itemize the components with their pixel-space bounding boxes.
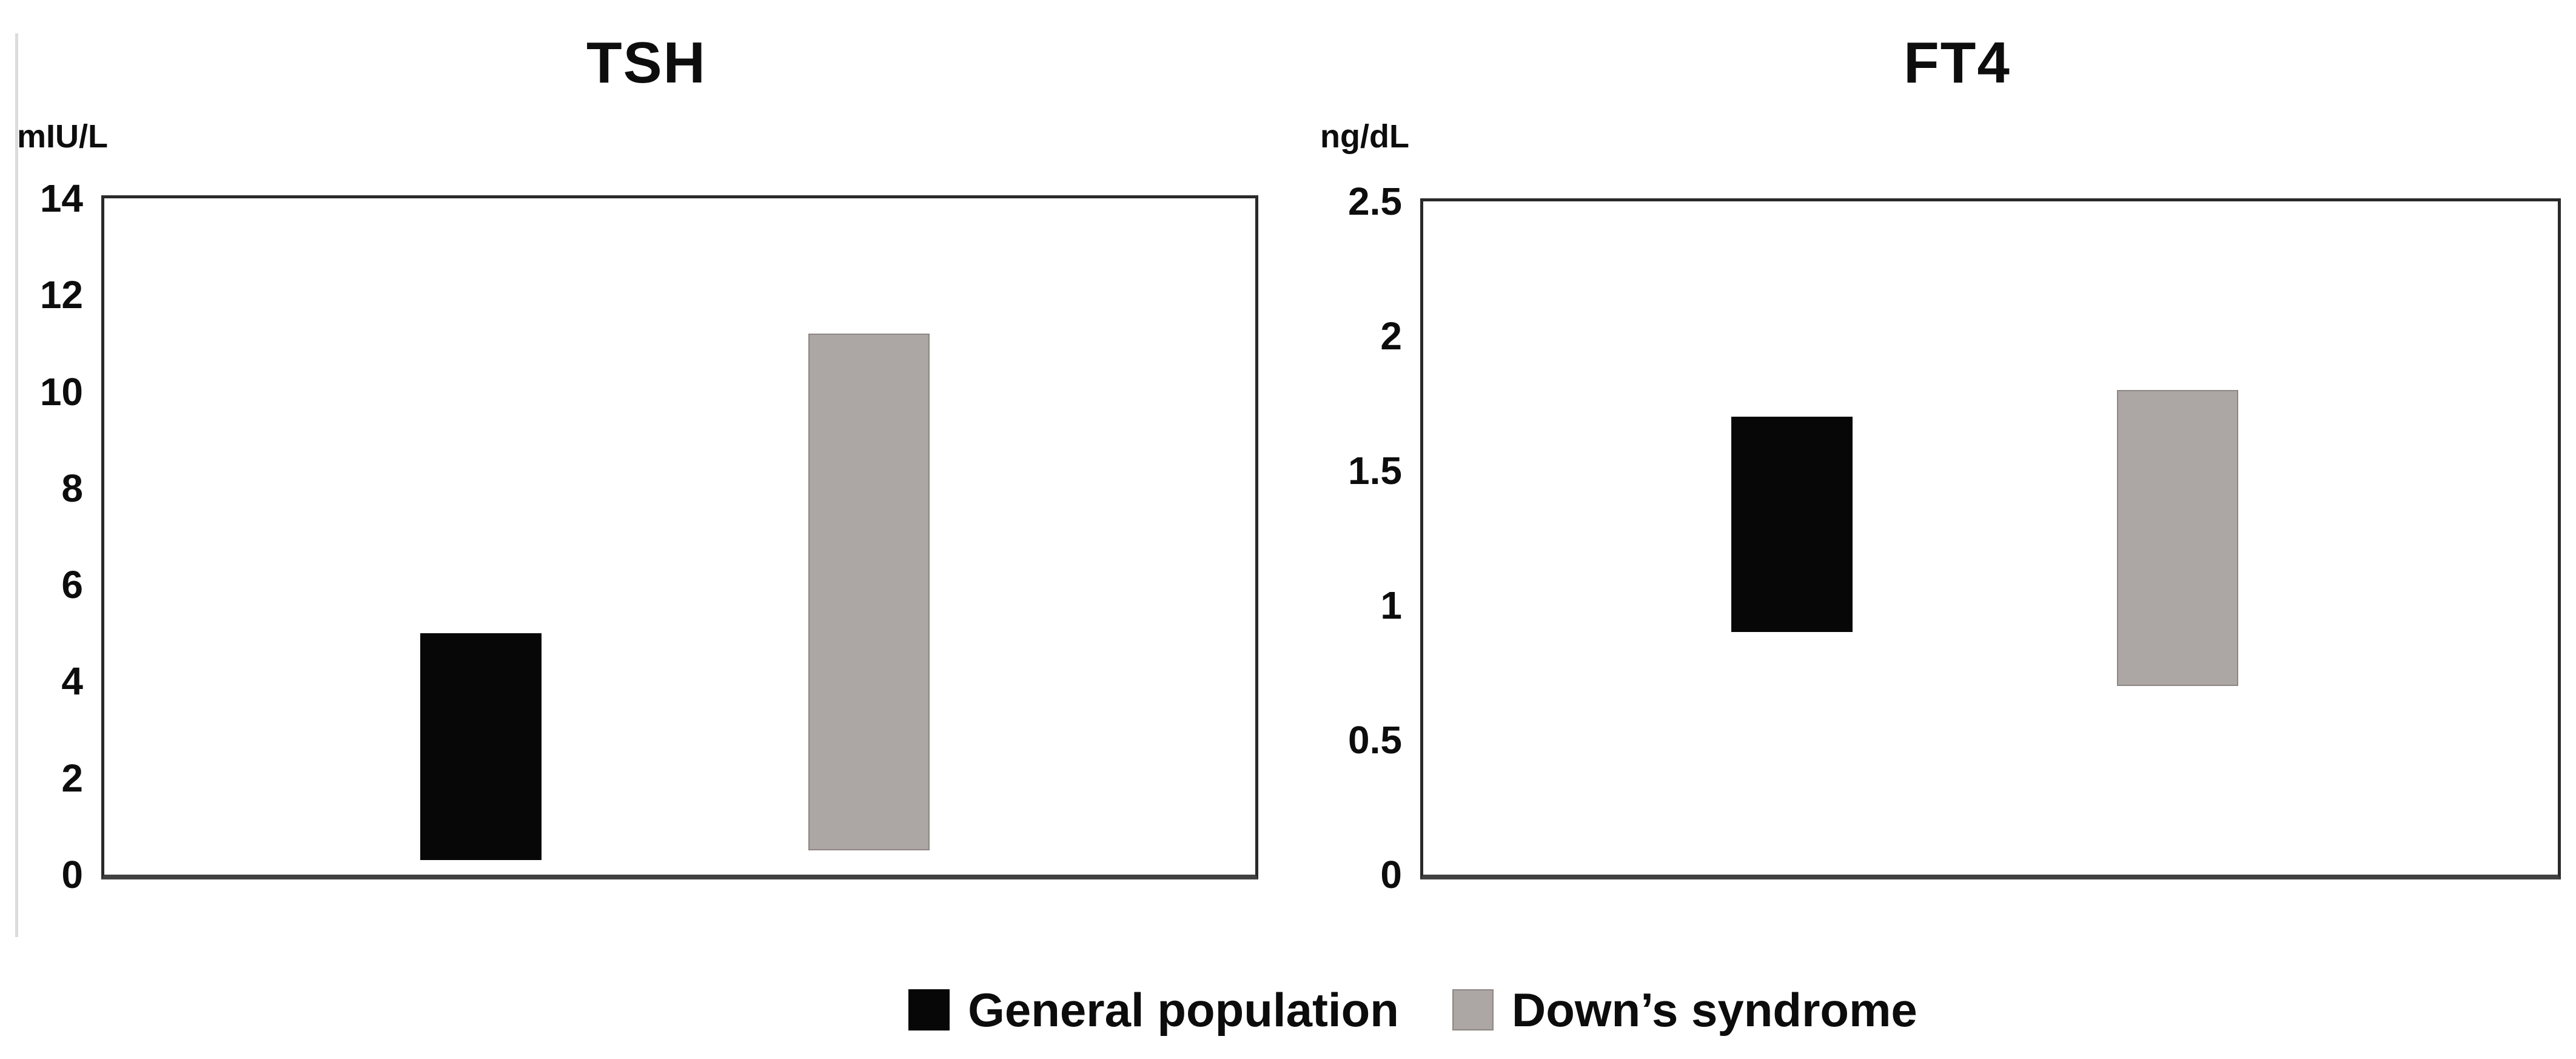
- tsh-y-tick-label-10: 10: [39, 369, 83, 414]
- tsh-y-tick-label-2: 2: [61, 756, 83, 800]
- ft4-y-tick-label-1: 1: [1380, 583, 1402, 627]
- ft4-y-tick-label-2.5: 2.5: [1348, 180, 1402, 223]
- tsh-bar-general-population: [420, 633, 542, 861]
- tsh-y-tick-label-12: 12: [39, 273, 83, 317]
- ft4-bar-general-population: [1731, 417, 1853, 633]
- tsh-y-tick-label-8: 8: [61, 466, 83, 510]
- ft4-y-tick-label-0: 0: [1380, 853, 1402, 896]
- ft4-chart-title: FT4: [1903, 30, 2011, 95]
- tsh-y-tick-label-6: 6: [61, 563, 83, 607]
- tsh-y-tick-label-4: 4: [61, 659, 83, 704]
- tsh-bar-downs-syndrome: [808, 334, 930, 851]
- tsh-y-tick-label-0: 0: [61, 853, 83, 896]
- legend-swatch-icon: [908, 989, 950, 1030]
- ft4-y-axis-unit-label: ng/dL: [1320, 118, 1409, 155]
- page-edge-line: [15, 33, 18, 937]
- tsh-chart-title: TSH: [586, 30, 706, 95]
- ft4-y-tick-label-1.5: 1.5: [1348, 449, 1402, 493]
- legend-item-downs-syndrome: Down’s syndrome: [1452, 986, 1917, 1034]
- ft4-bar-downs-syndrome: [2117, 389, 2238, 687]
- tsh-plot-area: 0 2 4 6 8 10 12 14: [40, 179, 1258, 894]
- ft4-y-tick-label-0.5: 0.5: [1348, 718, 1402, 762]
- legend-item-general-population: General population: [908, 986, 1399, 1034]
- legend-label: Down’s syndrome: [1511, 983, 1917, 1037]
- tsh-y-axis-unit-label: mIU/L: [17, 118, 109, 155]
- ft4-y-tick-label-2: 2: [1380, 314, 1402, 358]
- tsh-y-tick-label-14: 14: [39, 176, 83, 220]
- legend-label: General population: [968, 983, 1399, 1037]
- ft4-plot-area: 0 0.5 1 1.5 2 2.5: [1348, 182, 2561, 894]
- legend: General population Down’s syndrome: [0, 986, 2576, 1034]
- legend-swatch-icon: [1452, 989, 1494, 1030]
